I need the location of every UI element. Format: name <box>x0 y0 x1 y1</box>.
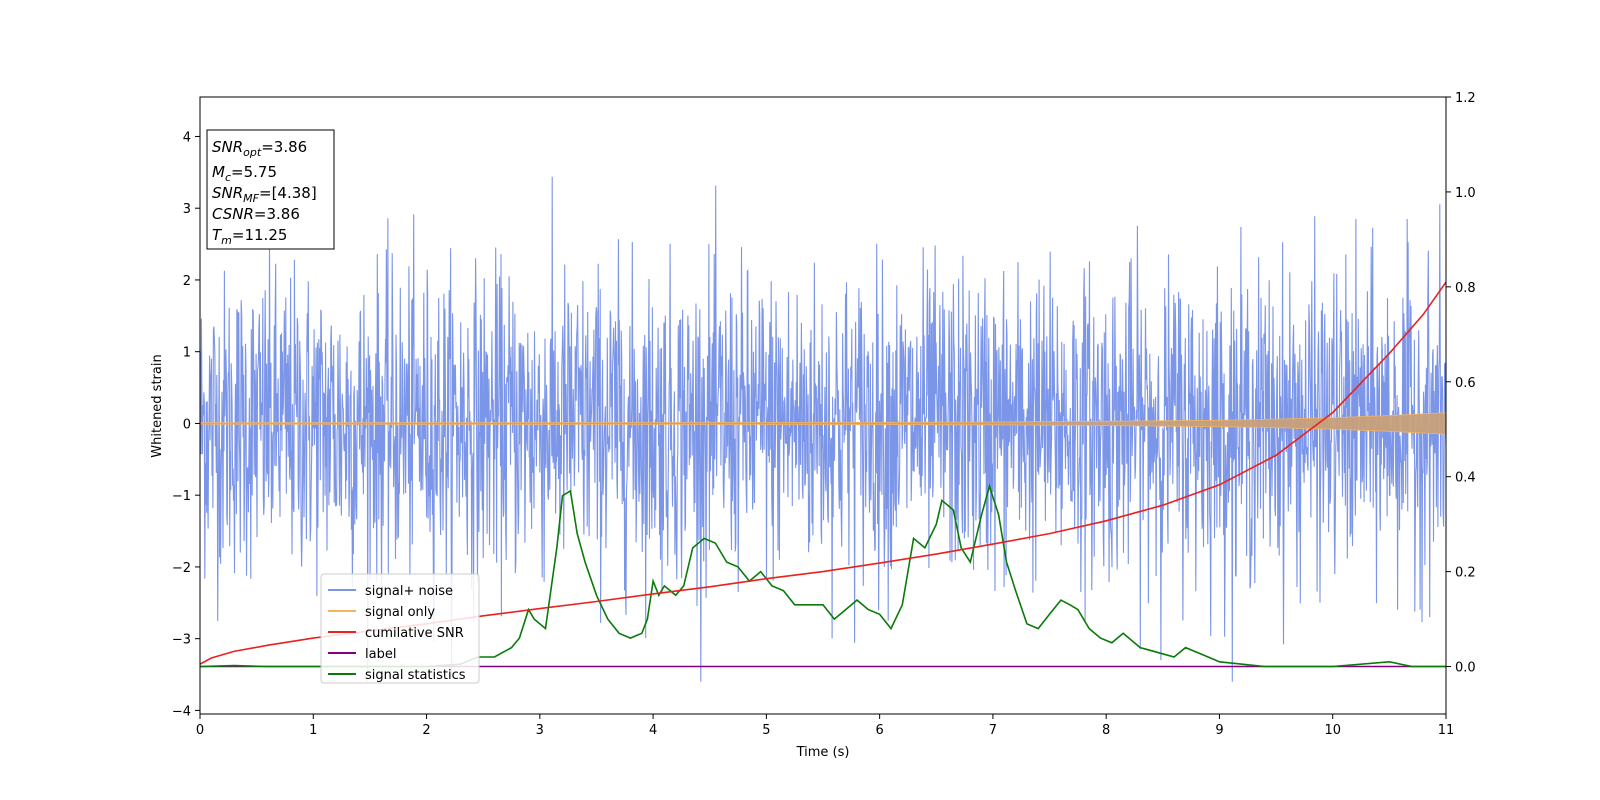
y-tick-label: −2 <box>172 561 191 576</box>
legend-label: signal+ noise <box>365 584 453 599</box>
x-tick-label: 11 <box>1438 723 1455 738</box>
x-tick-label: 3 <box>536 723 544 738</box>
info-line: CSNR=3.86 <box>212 205 300 223</box>
y2-tick-label: 1.2 <box>1455 91 1476 106</box>
x-tick-label: 2 <box>422 723 430 738</box>
y2-tick-label: 0.4 <box>1455 471 1476 486</box>
x-tick-label: 4 <box>649 723 657 738</box>
legend-label: signal statistics <box>365 668 466 683</box>
y2-tick-label: 0.2 <box>1455 566 1476 581</box>
legend-label: label <box>365 647 396 662</box>
noise-series <box>200 176 1446 682</box>
signal-only-series <box>200 412 1446 435</box>
info-line: Tm=11.25 <box>212 226 287 247</box>
x-tick-label: 5 <box>762 723 770 738</box>
x-tick-label: 7 <box>989 723 997 738</box>
x-tick-label: 8 <box>1102 723 1110 738</box>
info-line: Mc=5.75 <box>212 163 277 184</box>
y-axis-right: 0.0 0.2 0.4 0.6 0.8 1.0 1.2 <box>1446 91 1476 676</box>
y-tick-label: −1 <box>172 489 191 504</box>
y-axis-left: −4 −3 −2 −1 0 1 2 3 4 <box>172 130 200 719</box>
x-tick-label: 10 <box>1324 723 1341 738</box>
y2-tick-label: 0.0 <box>1455 661 1476 676</box>
y2-tick-label: 0.6 <box>1455 376 1476 391</box>
y-tick-label: 1 <box>183 346 191 361</box>
plot-frame <box>199 96 1447 715</box>
y-tick-label: 2 <box>183 274 191 289</box>
y-tick-label: 3 <box>183 202 191 217</box>
y-tick-label: −4 <box>172 704 191 719</box>
series-signal-noise <box>200 176 1446 682</box>
x-tick-label: 0 <box>196 723 204 738</box>
series-signal-only <box>200 412 1446 435</box>
y-tick-label: 0 <box>183 417 191 432</box>
x-tick-label: 6 <box>875 723 883 738</box>
y-axis-label: Whitened strain <box>150 354 165 457</box>
series-signal-statistics <box>200 483 1446 668</box>
legend-label: signal only <box>365 605 435 620</box>
y2-tick-label: 1.0 <box>1455 186 1476 201</box>
x-axis-label: Time (s) <box>796 745 850 760</box>
x-tick-label: 1 <box>309 723 317 738</box>
y-tick-label: 4 <box>183 130 191 145</box>
info-line: SNRopt=3.86 <box>212 138 307 159</box>
info-line: SNRMF=[4.38] <box>212 184 317 205</box>
legend: signal+ noise signal only cumilative SNR la… <box>320 573 480 684</box>
x-tick-label: 9 <box>1215 723 1223 738</box>
y-tick-label: −3 <box>172 633 191 648</box>
legend-label: cumilative SNR <box>365 626 464 641</box>
x-axis: 0 1 2 3 4 5 6 7 8 9 10 11 <box>196 714 1454 738</box>
y2-tick-label: 0.8 <box>1455 281 1476 296</box>
